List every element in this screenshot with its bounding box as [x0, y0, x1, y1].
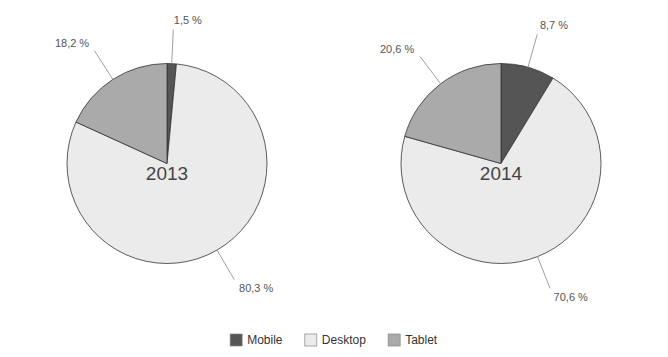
- leader-line: [172, 30, 174, 64]
- legend: Mobile Desktop Tablet: [230, 333, 438, 347]
- data-label: 80,3 %: [239, 282, 273, 294]
- legend-swatch: [305, 334, 317, 346]
- legend-item: Mobile: [230, 333, 283, 347]
- pie-chart: 2013 1,5 % 80,3 % 18,2 %: [55, 14, 274, 294]
- legend-label: Mobile: [247, 333, 283, 347]
- pie-slice: [405, 64, 501, 164]
- data-label: 20,6 %: [380, 43, 414, 55]
- leader-line: [538, 257, 550, 289]
- pie-chart: 2014 8,7 % 70,6 % 20,6 %: [380, 19, 601, 303]
- leader-line: [420, 57, 441, 84]
- legend-label: Desktop: [322, 333, 366, 347]
- leader-line: [217, 250, 234, 280]
- pie-slice: [76, 64, 167, 164]
- data-label: 1,5 %: [174, 14, 202, 26]
- pie-year: 2014: [480, 163, 523, 184]
- legend-swatch: [388, 334, 400, 346]
- pie-slice: [67, 64, 267, 264]
- chart-root: 2013 1,5 % 80,3 % 18,2 % 2014 8,7 % 70,6 % 20,6…: [0, 0, 668, 357]
- legend-swatch: [230, 334, 242, 346]
- leader-line: [94, 51, 112, 80]
- data-label: 70,6 %: [554, 291, 588, 303]
- data-label: 18,2 %: [55, 36, 89, 48]
- slices: [401, 64, 601, 264]
- legend-item: Desktop: [305, 333, 366, 347]
- pie-year: 2013: [146, 163, 188, 184]
- data-label: 8,7 %: [540, 19, 568, 31]
- legend-label: Tablet: [405, 333, 438, 347]
- legend-item: Tablet: [388, 333, 438, 347]
- leader-line: [528, 34, 537, 67]
- slices: [67, 64, 267, 264]
